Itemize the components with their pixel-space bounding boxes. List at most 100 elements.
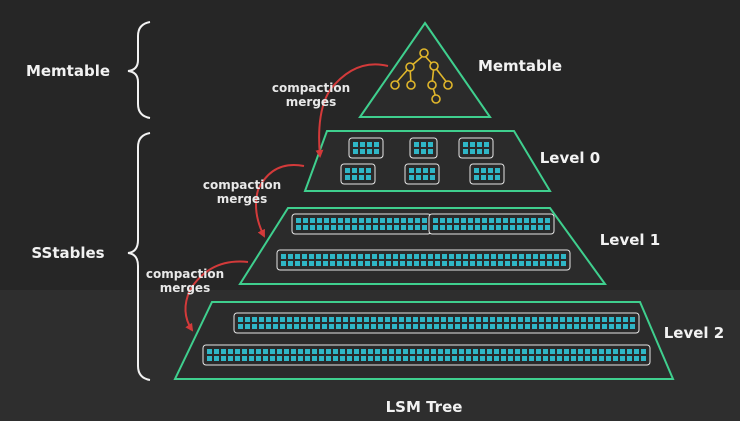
sstable-cell: [315, 317, 320, 322]
sstable-cell: [423, 175, 428, 180]
sstable-cell: [357, 317, 362, 322]
sstable-cell: [515, 356, 520, 361]
sstable-cell: [245, 324, 250, 329]
sstable-cell: [427, 324, 432, 329]
compaction-label-2-line1: compaction: [203, 178, 281, 192]
sstable-cell: [316, 254, 321, 259]
sstable-cell: [337, 261, 342, 266]
sstable-cell: [519, 261, 524, 266]
sstable-cell: [511, 317, 516, 322]
sstable-cell: [353, 142, 358, 147]
sstable-cell: [498, 254, 503, 259]
sstable-cell: [508, 349, 513, 354]
sstable-cell: [336, 317, 341, 322]
sstable-cell: [525, 317, 530, 322]
sstable-cell: [256, 349, 261, 354]
sstable-cell: [531, 225, 536, 230]
sstable-cell: [532, 324, 537, 329]
sstable-cell: [428, 142, 433, 147]
sstable-cell: [323, 254, 328, 259]
sstable-cell: [510, 218, 515, 223]
sstable-cell: [454, 225, 459, 230]
sstable-cell: [519, 254, 524, 259]
sstable-cell: [595, 324, 600, 329]
sstable-cell: [256, 356, 261, 361]
sstable-cell: [352, 225, 357, 230]
sstable-cell: [477, 142, 482, 147]
sstable-cell: [385, 317, 390, 322]
sstable-cell: [406, 324, 411, 329]
sstable-cell: [510, 225, 515, 230]
sstable-cell: [343, 324, 348, 329]
sstable-cell: [421, 254, 426, 259]
sstable-cell: [345, 168, 350, 173]
sstable-cell: [487, 349, 492, 354]
sstable-cell: [470, 261, 475, 266]
sstable-cell: [317, 218, 322, 223]
sstable-cell: [364, 324, 369, 329]
sstable-cell: [372, 254, 377, 259]
sstable-cell: [407, 254, 412, 259]
sstable-cell: [463, 149, 468, 154]
sstable-cell: [602, 324, 607, 329]
sstable-cell: [414, 254, 419, 259]
sstable-cell: [386, 254, 391, 259]
sstable-cell: [498, 261, 503, 266]
sstable-cell: [560, 324, 565, 329]
sstable-cell: [469, 317, 474, 322]
sstable-cell: [353, 149, 358, 154]
sstable-cell: [517, 225, 522, 230]
sstable-cell: [449, 261, 454, 266]
sstable-cell: [319, 356, 324, 361]
sstable-cell: [430, 175, 435, 180]
sstable-cell: [526, 254, 531, 259]
sstable-cell: [238, 324, 243, 329]
sstable-cell: [440, 225, 445, 230]
sstable-cell: [422, 218, 427, 223]
sstable-cell: [480, 349, 485, 354]
sstable-cell: [414, 261, 419, 266]
compaction-label-1-line2: merges: [286, 95, 336, 109]
sstable-cell: [360, 149, 365, 154]
level1-sstables: [276, 213, 571, 271]
sstable-cell: [263, 356, 268, 361]
sstable-cell: [380, 225, 385, 230]
sstable-cell: [374, 142, 379, 147]
sstable-cell: [315, 324, 320, 329]
sstable-cell: [574, 324, 579, 329]
sstable-cell: [490, 317, 495, 322]
sstable-cell: [420, 317, 425, 322]
sstable-cell: [296, 218, 301, 223]
sstable-cell: [487, 356, 492, 361]
sstable-cell: [494, 349, 499, 354]
sstable-cell: [613, 356, 618, 361]
sstable-cell: [259, 317, 264, 322]
sstable-cell: [310, 218, 315, 223]
sstable-cell: [333, 349, 338, 354]
sstable-cell: [554, 254, 559, 259]
sstable-cell: [452, 349, 457, 354]
sstable-cell: [553, 317, 558, 322]
sstable-cell: [270, 356, 275, 361]
sstable-cell: [546, 324, 551, 329]
compaction-arrow-1: [315, 63, 389, 158]
sstable-cell: [367, 149, 372, 154]
sstable-cell: [309, 254, 314, 259]
sstable-cell: [456, 261, 461, 266]
sstable-cell: [606, 356, 611, 361]
sstable-block: [428, 213, 555, 235]
sstable-cell: [280, 324, 285, 329]
sstable-cell: [585, 349, 590, 354]
sstable-cell: [287, 317, 292, 322]
sstable-cell: [602, 317, 607, 322]
sstable-cell: [564, 356, 569, 361]
sstable-cell: [351, 261, 356, 266]
sstable-cell: [296, 225, 301, 230]
sstable-cell: [543, 356, 548, 361]
sstable-cell: [368, 356, 373, 361]
sstable-cell: [343, 317, 348, 322]
sstable-cell: [495, 168, 500, 173]
sstable-cell: [599, 356, 604, 361]
sstable-cell: [361, 349, 366, 354]
sstable-cell: [399, 317, 404, 322]
